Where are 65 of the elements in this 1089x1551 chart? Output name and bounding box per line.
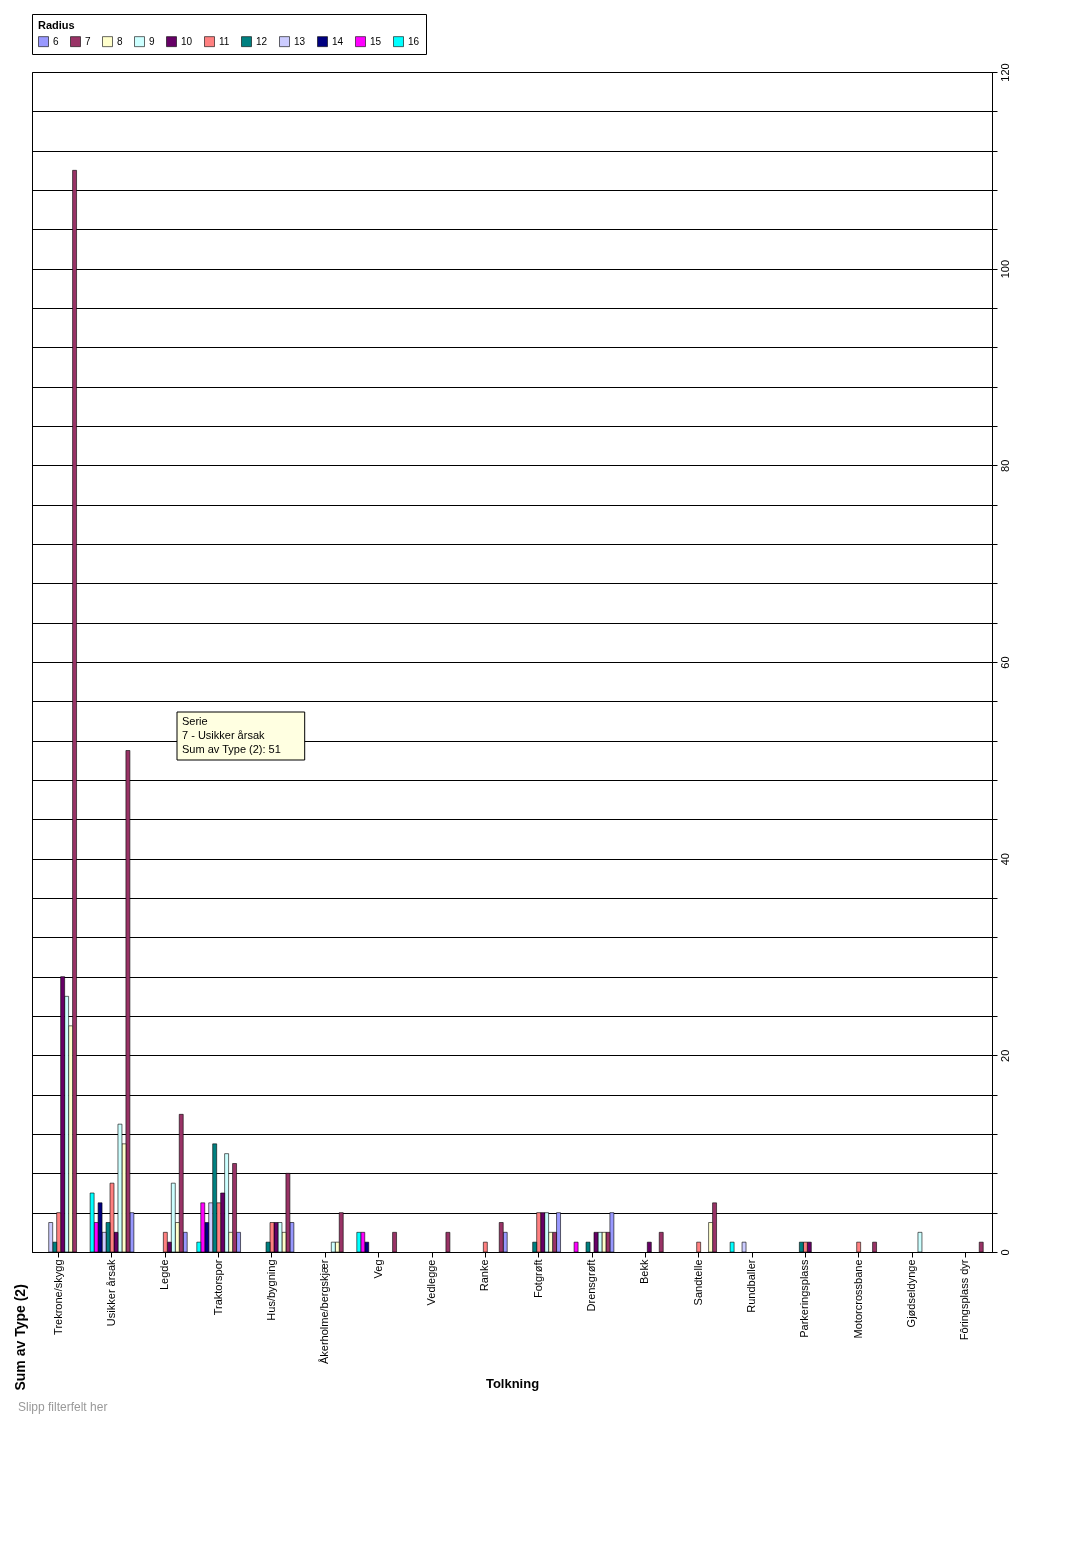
x-tick-label: Usikker årsak (105, 1259, 117, 1327)
legend-label: 7 (85, 35, 91, 47)
bar (48, 1222, 53, 1253)
y-tick-label: 100 (998, 259, 1011, 279)
x-tick-label: Vedlegge (425, 1259, 437, 1306)
y-tick-label: 20 (998, 1049, 1011, 1062)
x-tick-label: Drensgrøft (585, 1259, 597, 1312)
bar (273, 1222, 279, 1253)
x-tick-label: Legde (158, 1259, 171, 1291)
y-tick-label: 0 (998, 1249, 1011, 1256)
x-tick-label: Fotgrøft (531, 1259, 544, 1299)
x-tick-label: Sandtelle (691, 1259, 704, 1306)
bar (593, 1232, 599, 1253)
x-tick-label: Bekk (638, 1259, 651, 1284)
x-tick-label: Veg (371, 1259, 384, 1279)
legend-label: 16 (408, 35, 420, 47)
legend-label: 15 (370, 35, 382, 47)
legend-label: 6 (53, 35, 59, 47)
bar (585, 1241, 591, 1253)
bar (498, 1222, 504, 1253)
bar (601, 1232, 607, 1253)
x-tick-label: Trekrone/skygg (51, 1259, 64, 1335)
bar (872, 1241, 877, 1253)
bar (799, 1241, 804, 1253)
legend-title: Radius (38, 19, 75, 31)
x-tick-label: Fôringsplass dyr (958, 1259, 971, 1341)
bar (978, 1241, 984, 1253)
legend-label: 14 (332, 35, 344, 47)
x-tick-label: Åkerholme/bergskjær (318, 1259, 331, 1365)
y-tick-label: 60 (998, 656, 1011, 669)
bar (277, 1222, 283, 1253)
bar (331, 1241, 336, 1253)
x-tick-label: Ranke (478, 1259, 491, 1292)
legend-label: 8 (117, 35, 123, 47)
bar (356, 1232, 362, 1253)
bar (807, 1241, 812, 1253)
x-tick-label: Traktorspor (211, 1259, 224, 1316)
bar (647, 1241, 652, 1253)
legend-label: 10 (181, 35, 193, 47)
legend-label: 9 (149, 35, 155, 47)
legend-label: 11 (219, 35, 230, 47)
bar (917, 1232, 923, 1253)
x-axis-title: Tolkning (485, 1376, 540, 1392)
x-tick-label: Parkeringsplass (798, 1259, 811, 1338)
bar (540, 1212, 545, 1253)
bar (445, 1232, 451, 1253)
bar (392, 1232, 397, 1253)
bar (573, 1241, 579, 1253)
bar (597, 1232, 603, 1253)
bar (360, 1232, 366, 1253)
legend-label: 13 (294, 35, 306, 47)
x-tick-label: Motorcrossbane (851, 1259, 864, 1339)
bar (658, 1232, 664, 1253)
bar (729, 1241, 735, 1253)
text: Slipp filterfelt her (17, 1399, 109, 1416)
annotation: Serie 7 - Usikker årsak Sum av Type (2): 51 (182, 715, 281, 755)
bar (741, 1241, 747, 1253)
y-tick-label: 80 (998, 459, 1011, 472)
x-tick-label: Rundballer (745, 1259, 757, 1313)
y-tick-label: 40 (998, 853, 1011, 866)
x-tick-label: Hus/bygning (265, 1259, 277, 1321)
y-tick-label: 120 (998, 63, 1011, 82)
x-tick-label: Gjødseldynge (905, 1259, 917, 1328)
legend-label: 12 (256, 35, 268, 47)
text: Sum av Type (2) (11, 1284, 28, 1391)
